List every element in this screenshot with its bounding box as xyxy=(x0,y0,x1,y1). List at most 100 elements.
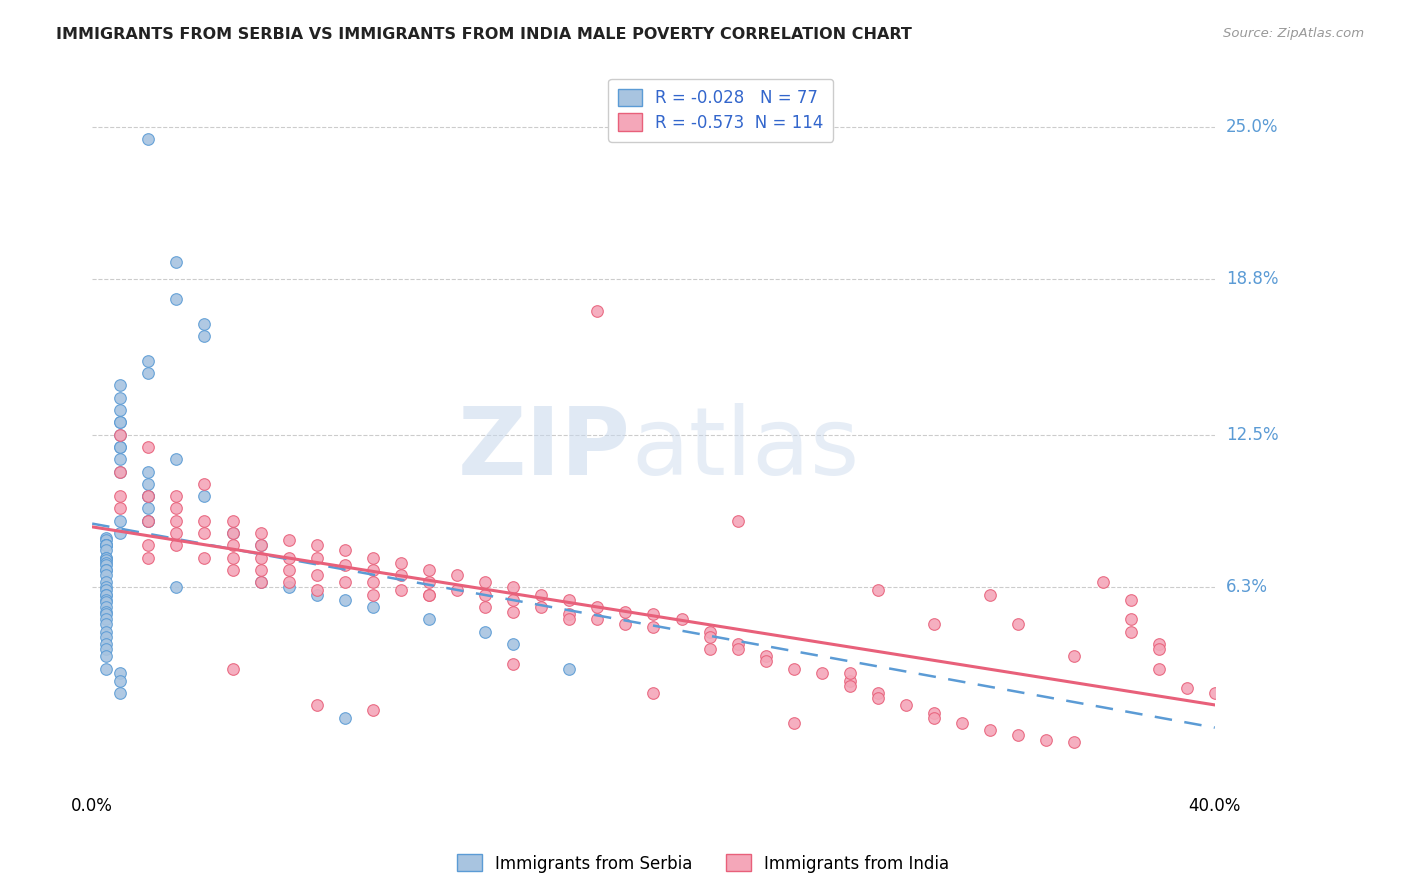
Point xyxy=(193,317,215,331)
Legend: R = -0.028   N = 77, R = -0.573  N = 114: R = -0.028 N = 77, R = -0.573 N = 114 xyxy=(609,78,834,142)
Point xyxy=(165,538,187,552)
Text: 18.8%: 18.8% xyxy=(1226,270,1278,288)
Point xyxy=(221,550,243,565)
Point xyxy=(333,592,356,607)
Point xyxy=(418,575,440,590)
Point xyxy=(922,711,945,725)
Point xyxy=(165,580,187,594)
Text: ZIP: ZIP xyxy=(458,403,631,495)
Point xyxy=(866,582,889,597)
Point xyxy=(96,550,118,565)
Point xyxy=(333,575,356,590)
Point xyxy=(165,501,187,516)
Point xyxy=(96,558,118,573)
Point xyxy=(136,514,159,528)
Point xyxy=(1007,617,1029,632)
Point xyxy=(950,715,973,730)
Text: Source: ZipAtlas.com: Source: ZipAtlas.com xyxy=(1223,27,1364,40)
Point xyxy=(136,476,159,491)
Point xyxy=(96,533,118,548)
Point xyxy=(305,538,328,552)
Point xyxy=(221,538,243,552)
Point xyxy=(221,661,243,675)
Point xyxy=(558,592,581,607)
Point xyxy=(136,366,159,380)
Point xyxy=(979,723,1001,738)
Point xyxy=(96,595,118,609)
Point xyxy=(193,514,215,528)
Point xyxy=(110,526,132,541)
Point xyxy=(755,649,778,664)
Point xyxy=(839,679,862,693)
Point xyxy=(418,588,440,602)
Point xyxy=(277,580,299,594)
Point xyxy=(96,563,118,577)
Point xyxy=(839,666,862,681)
Point xyxy=(643,620,665,634)
Text: atlas: atlas xyxy=(631,403,859,495)
Point xyxy=(96,531,118,545)
Point xyxy=(96,538,118,552)
Point xyxy=(110,440,132,454)
Point xyxy=(811,666,834,681)
Point xyxy=(249,575,271,590)
Point xyxy=(136,132,159,146)
Point xyxy=(136,550,159,565)
Point xyxy=(96,617,118,632)
Point xyxy=(110,415,132,429)
Point xyxy=(614,617,637,632)
Point xyxy=(249,550,271,565)
Point xyxy=(1063,649,1085,664)
Point xyxy=(502,657,524,671)
Point xyxy=(249,538,271,552)
Point xyxy=(361,703,384,717)
Point xyxy=(389,556,412,570)
Point xyxy=(1119,624,1142,639)
Point xyxy=(1147,641,1170,656)
Text: 12.5%: 12.5% xyxy=(1226,425,1278,443)
Point xyxy=(783,661,806,675)
Point xyxy=(221,526,243,541)
Point xyxy=(1119,612,1142,626)
Point xyxy=(783,715,806,730)
Point xyxy=(136,489,159,503)
Point xyxy=(136,514,159,528)
Point xyxy=(502,580,524,594)
Point xyxy=(474,588,496,602)
Point xyxy=(418,563,440,577)
Point xyxy=(165,514,187,528)
Point xyxy=(136,465,159,479)
Point xyxy=(165,526,187,541)
Point xyxy=(839,673,862,688)
Point xyxy=(446,582,468,597)
Point xyxy=(361,588,384,602)
Point xyxy=(136,514,159,528)
Point xyxy=(305,582,328,597)
Point xyxy=(96,588,118,602)
Point xyxy=(1147,637,1170,651)
Point xyxy=(277,575,299,590)
Point xyxy=(1119,592,1142,607)
Point xyxy=(502,592,524,607)
Point xyxy=(96,580,118,594)
Point xyxy=(96,661,118,675)
Point xyxy=(193,476,215,491)
Point xyxy=(96,550,118,565)
Point xyxy=(96,605,118,619)
Point xyxy=(361,575,384,590)
Point xyxy=(193,489,215,503)
Point xyxy=(389,582,412,597)
Point xyxy=(165,255,187,269)
Point xyxy=(558,612,581,626)
Point xyxy=(110,378,132,392)
Point xyxy=(586,612,609,626)
Point xyxy=(333,558,356,573)
Point xyxy=(96,649,118,664)
Point xyxy=(474,599,496,614)
Point xyxy=(110,686,132,700)
Point xyxy=(866,686,889,700)
Point xyxy=(96,592,118,607)
Point xyxy=(305,568,328,582)
Point xyxy=(530,588,553,602)
Point xyxy=(221,563,243,577)
